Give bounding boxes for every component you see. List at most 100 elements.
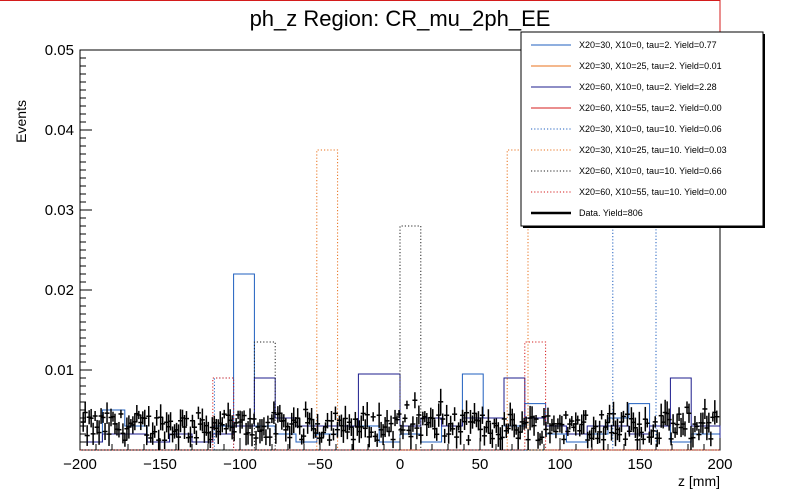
data-point bbox=[450, 422, 456, 436]
data-point bbox=[265, 415, 271, 430]
data-point bbox=[176, 424, 182, 450]
y-tick-label: 0.02 bbox=[45, 282, 74, 299]
data-point bbox=[553, 424, 559, 439]
data-point bbox=[273, 423, 279, 444]
x-tick-label: −150 bbox=[143, 456, 177, 473]
data-point bbox=[466, 434, 472, 446]
data-point bbox=[321, 427, 327, 438]
data-point bbox=[696, 428, 702, 441]
data-point bbox=[616, 427, 622, 443]
data-point bbox=[458, 418, 464, 445]
data-point bbox=[231, 422, 237, 442]
data-point bbox=[634, 428, 640, 450]
data-point bbox=[100, 412, 106, 423]
data-point bbox=[219, 417, 225, 433]
data-point bbox=[223, 423, 229, 435]
data-point bbox=[253, 430, 259, 446]
data-point bbox=[640, 434, 646, 445]
data-point bbox=[152, 425, 158, 438]
data-point bbox=[96, 420, 102, 445]
x-tick-label: 100 bbox=[547, 456, 572, 473]
y-tick-label: 0.03 bbox=[45, 202, 74, 219]
y-tick-label: 0.01 bbox=[45, 362, 74, 379]
data-point bbox=[442, 428, 448, 444]
data-point bbox=[666, 408, 672, 431]
legend-label: X20=30, X10=0, tau=10. Yield=0.06 bbox=[579, 124, 722, 134]
data-point bbox=[583, 410, 589, 421]
series-histogram bbox=[80, 225, 720, 451]
data-point bbox=[440, 413, 446, 425]
data-point bbox=[368, 427, 374, 438]
data-point bbox=[652, 416, 658, 428]
data-point bbox=[342, 405, 348, 432]
data-point bbox=[376, 402, 382, 428]
data-point bbox=[489, 429, 495, 448]
legend-entry: X20=60, X10=55, tau=2. Yield=0.00 bbox=[531, 103, 722, 113]
data-point bbox=[559, 415, 565, 434]
legend-label: X20=60, X10=0, tau=2. Yield=2.28 bbox=[579, 82, 717, 92]
x-tick-label: 200 bbox=[707, 456, 732, 473]
data-point bbox=[438, 388, 444, 415]
data-point bbox=[454, 425, 460, 449]
data-point bbox=[644, 419, 650, 428]
data-point bbox=[102, 422, 108, 441]
data-point bbox=[539, 430, 545, 444]
data-point bbox=[601, 427, 607, 450]
data-point bbox=[364, 402, 370, 428]
legend-box bbox=[520, 31, 764, 227]
data-point bbox=[187, 426, 193, 448]
data-point bbox=[499, 424, 505, 450]
data-point bbox=[404, 400, 410, 410]
legend-entry: X20=60, X10=0, tau=2. Yield=2.28 bbox=[531, 82, 717, 92]
data-point bbox=[622, 432, 628, 446]
data-point bbox=[301, 428, 307, 444]
data-point bbox=[545, 407, 551, 425]
y-axis-title: Events bbox=[13, 100, 29, 143]
data-point bbox=[358, 415, 364, 439]
data-point bbox=[452, 407, 458, 422]
data-point bbox=[674, 414, 680, 435]
data-point bbox=[632, 417, 638, 438]
data-point bbox=[434, 427, 440, 441]
data-point bbox=[541, 408, 547, 426]
legend-entry: X20=30, X10=0, tau=10. Yield=0.06 bbox=[531, 124, 722, 134]
data-point bbox=[104, 402, 110, 424]
data-point bbox=[384, 409, 390, 432]
legend-label: X20=30, X10=0, tau=2. Yield=0.77 bbox=[579, 40, 717, 50]
data-point bbox=[233, 418, 239, 428]
data-point bbox=[295, 408, 301, 429]
legend-label: X20=30, X10=25, tau=2. Yield=0.01 bbox=[579, 61, 722, 71]
data-point bbox=[193, 430, 199, 445]
data-point bbox=[245, 421, 251, 445]
legend-label: X20=30, X10=25, tau=10. Yield=0.03 bbox=[579, 145, 727, 155]
data-point bbox=[543, 421, 549, 438]
data-point bbox=[599, 410, 605, 420]
data-point bbox=[251, 413, 257, 425]
data-point bbox=[267, 428, 273, 447]
data-point bbox=[370, 412, 376, 422]
data-point bbox=[575, 415, 581, 425]
data-point bbox=[481, 426, 487, 446]
data-point bbox=[485, 409, 491, 434]
data-point bbox=[348, 418, 354, 436]
legend-label: Data. Yield=806 bbox=[579, 208, 643, 218]
legend-label: X20=60, X10=55, tau=2. Yield=0.00 bbox=[579, 103, 722, 113]
data-point bbox=[676, 407, 682, 422]
legend: X20=30, X10=0, tau=2. Yield=0.77 X20=30, … bbox=[520, 31, 765, 228]
data-point bbox=[561, 434, 567, 445]
legend-label: X20=60, X10=55, tau=10. Yield=0.00 bbox=[579, 187, 727, 197]
data-point bbox=[533, 414, 539, 424]
data-point bbox=[593, 420, 599, 433]
data-point bbox=[394, 415, 400, 425]
data-point bbox=[611, 401, 617, 426]
x-tick-label: 50 bbox=[472, 456, 489, 473]
legend-entry: X20=60, X10=55, tau=10. Yield=0.00 bbox=[531, 187, 727, 197]
legend-entry: X20=30, X10=0, tau=2. Yield=0.77 bbox=[531, 40, 717, 50]
data-point bbox=[670, 414, 676, 433]
data-point bbox=[106, 422, 112, 446]
data-point bbox=[144, 425, 150, 446]
data-point bbox=[199, 408, 205, 432]
data-point bbox=[700, 412, 706, 434]
data-point bbox=[160, 417, 166, 431]
